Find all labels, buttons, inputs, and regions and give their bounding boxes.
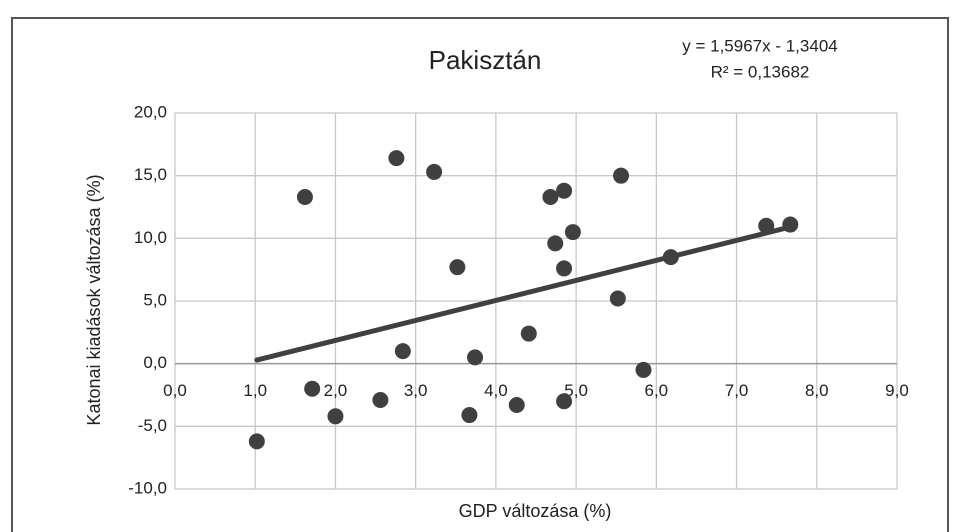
x-tick-label: 1,0 — [243, 381, 267, 400]
y-tick-label: 20,0 — [134, 102, 167, 121]
y-axis-label: Katonai kiadások változása (%) — [84, 174, 104, 425]
point — [613, 167, 630, 184]
point — [426, 163, 443, 180]
y-tick-label: -5,0 — [138, 416, 167, 435]
x-tick-label: 4,0 — [484, 381, 508, 400]
point — [304, 380, 321, 397]
point — [372, 392, 389, 409]
x-tick-label: 6,0 — [645, 381, 669, 400]
chart-border — [11, 17, 949, 532]
y-tick-label: 0,0 — [143, 353, 167, 372]
point — [662, 249, 679, 266]
point — [508, 397, 525, 414]
y-tick-label: 5,0 — [143, 290, 167, 309]
point — [327, 408, 344, 425]
point — [542, 188, 559, 205]
y-tick-label: 10,0 — [134, 228, 167, 247]
trend-line — [254, 224, 793, 363]
point — [467, 349, 484, 366]
point — [248, 433, 265, 450]
x-tick-label: 7,0 — [725, 381, 749, 400]
point — [556, 182, 573, 199]
point — [547, 235, 564, 252]
point — [758, 217, 775, 234]
trend-equation: y = 1,5967x - 1,3404 — [682, 36, 837, 55]
point — [635, 361, 652, 378]
x-tick-label: 9,0 — [885, 381, 909, 400]
point — [461, 407, 478, 424]
point — [388, 150, 405, 167]
point — [449, 259, 466, 276]
x-tick-label: 0,0 — [163, 381, 187, 400]
y-tick-label: -10,0 — [128, 478, 167, 497]
x-axis-label: GDP változása (%) — [459, 501, 612, 521]
x-tick-label: 5,0 — [564, 381, 588, 400]
point — [556, 393, 573, 410]
point — [609, 290, 626, 307]
point — [564, 224, 581, 241]
x-tick-label: 8,0 — [805, 381, 829, 400]
y-tick-label: 15,0 — [134, 165, 167, 184]
chart-title: Pakisztán — [429, 45, 542, 75]
point — [556, 260, 573, 277]
x-tick-label: 3,0 — [404, 381, 428, 400]
trend-r2: R² = 0,13682 — [711, 62, 810, 81]
x-tick-label: 2,0 — [324, 381, 348, 400]
point — [296, 188, 313, 205]
point — [520, 325, 537, 342]
point — [394, 343, 411, 360]
point — [782, 216, 799, 233]
